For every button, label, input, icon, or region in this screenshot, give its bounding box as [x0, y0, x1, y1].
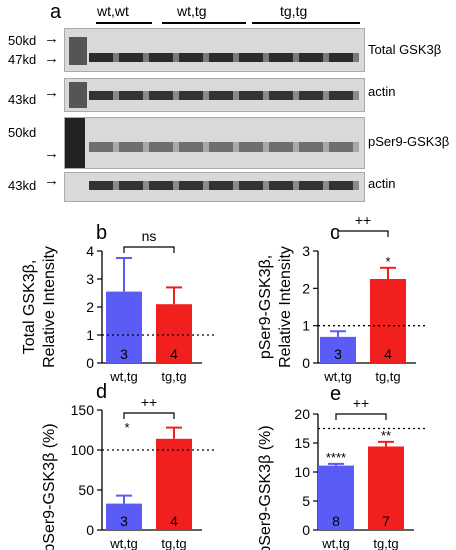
chart-panel-b: b 0 1 2 3 4 3 wt,tg 4 tg,tg ns Total GSK3β, Relative… — [21, 222, 214, 384]
marker-47kd: 47kd — [8, 52, 37, 67]
x-tick-label: tg,tg — [375, 369, 400, 384]
y-tick-label: 0 — [86, 522, 94, 538]
marker-arrow-icon: → — [44, 30, 59, 47]
bar-tg-tg — [156, 438, 192, 530]
bar-wt-tg — [320, 336, 356, 363]
blot-pser9-gsk3b — [64, 117, 365, 169]
n-label: 3 — [120, 346, 128, 362]
panel-letter: e — [330, 383, 341, 405]
y-tick-label: 15 — [294, 435, 310, 451]
bar-wt-tg — [106, 503, 142, 530]
blot-label-pser9-gsk3b: pSer9-GSK3β — [368, 134, 450, 149]
n-label: 7 — [382, 513, 390, 529]
marker-arrow-icon: → — [44, 84, 59, 101]
star-label: * — [385, 254, 390, 269]
panel-letter: c — [330, 222, 340, 244]
star-label: * — [124, 420, 129, 435]
n-label: 8 — [332, 513, 340, 529]
y-axis-label: pSer9-GSK3β (%) — [41, 423, 58, 550]
bar-wt-tg — [318, 465, 354, 530]
chart-panel-e: e051015208wt,tg7tg,tg++******pSer9-GSK3β… — [257, 383, 426, 550]
y-axis-label-line1: Total GSK3β, — [21, 260, 38, 355]
significance-label: ns — [142, 228, 157, 244]
blot-label-actin-2: actin — [368, 176, 396, 191]
marker-43kd: 43kd — [8, 92, 37, 107]
significance-label: ++ — [353, 395, 369, 411]
y-tick-label: 3 — [302, 243, 310, 259]
x-tick-label: wt,tg — [109, 536, 137, 550]
group-bar-wt-wt — [96, 22, 152, 24]
y-tick-label: 20 — [294, 406, 310, 422]
y-tick-label: 50 — [78, 482, 94, 498]
y-axis-label: pSer9-GSK3β (%) — [257, 425, 274, 550]
panel-a-letter: a — [50, 1, 62, 23]
y-tick-label: 1 — [86, 327, 94, 343]
panel-letter: d — [96, 381, 107, 403]
y-tick-label: 150 — [71, 402, 95, 418]
marker-43kd-2: 43kd — [8, 178, 37, 193]
bar-wt-tg — [106, 291, 142, 363]
n-label: 4 — [384, 346, 392, 362]
significance-label: ++ — [141, 394, 157, 410]
n-label: 4 — [170, 346, 178, 362]
y-tick-label: 3 — [86, 271, 94, 287]
significance-bracket — [337, 230, 389, 237]
x-tick-label: wt,tg — [321, 536, 349, 550]
x-tick-label: wt,tg — [323, 369, 351, 384]
significance-label: ++ — [355, 212, 371, 228]
y-axis-label-line1: pSer9-GSK3β, — [257, 255, 274, 359]
marker-arrow-icon: → — [44, 172, 59, 189]
bar-tg-tg — [156, 304, 192, 363]
marker-50kd-2: 50kd — [8, 125, 37, 140]
n-label: 3 — [334, 346, 342, 362]
blot-label-total-gsk3b: Total GSK3β — [368, 42, 442, 57]
marker-arrow-icon: → — [44, 50, 59, 67]
y-axis-label-line2: Relative Intensity — [41, 246, 58, 368]
bar-tg-tg — [368, 446, 404, 530]
y-tick-label: 0 — [302, 522, 310, 538]
bar-tg-tg — [370, 279, 406, 363]
x-tick-label: tg,tg — [161, 536, 186, 550]
y-tick-label: 5 — [302, 493, 310, 509]
marker-50kd: 50kd — [8, 33, 37, 48]
significance-bracket — [123, 412, 175, 419]
y-tick-label: 2 — [302, 280, 310, 296]
blot-total-gsk3b — [64, 28, 365, 72]
star-label: ** — [381, 428, 391, 443]
blot-actin-2 — [64, 172, 365, 202]
y-tick-label: 0 — [86, 355, 94, 371]
significance-bracket — [335, 413, 387, 420]
y-tick-label: 100 — [71, 442, 95, 458]
y-axis-label-line2: Relative Intensity — [277, 246, 294, 368]
blot-actin-1 — [64, 78, 365, 112]
chart-panel-c: c 0 1 2 3 3 wt,tg 4 tg,tg ++ * pSer9-GSK3β, Relative… — [257, 212, 428, 384]
y-tick-label: 1 — [302, 318, 310, 334]
marker-arrow-icon: → — [44, 145, 59, 162]
panel-letter: b — [96, 222, 107, 244]
y-tick-label: 10 — [294, 464, 310, 480]
x-tick-label: tg,tg — [373, 536, 398, 550]
blot-label-actin-1: actin — [368, 84, 396, 99]
x-tick-label: tg,tg — [161, 369, 186, 384]
n-label: 4 — [170, 513, 178, 529]
y-tick-label: 0 — [302, 355, 310, 371]
group-bar-tg-tg — [252, 22, 360, 24]
chart-panel-d: d 0 50 100 150 3 wt,tg 4 tg,tg ++ * pSer9-GSK3β (%) — [41, 381, 214, 550]
group-bar-wt-tg — [162, 22, 246, 24]
group-label-tg-tg: tg,tg — [280, 3, 308, 19]
star-label: **** — [326, 450, 346, 465]
significance-bracket — [123, 246, 175, 253]
n-label: 3 — [120, 513, 128, 529]
y-tick-label: 4 — [86, 243, 94, 259]
x-tick-label: wt,tg — [109, 369, 137, 384]
group-label-wt-wt: wt,wt — [97, 3, 129, 19]
group-label-wt-tg: wt,tg — [177, 3, 207, 19]
y-tick-label: 2 — [86, 299, 94, 315]
